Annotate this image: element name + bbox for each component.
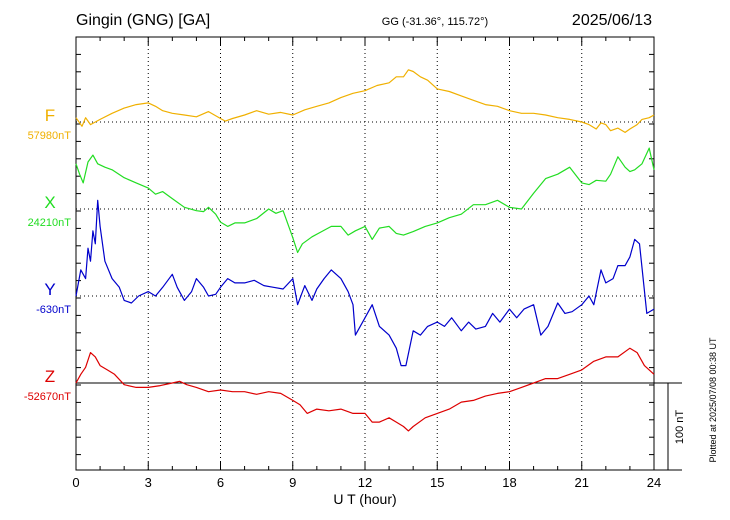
series-name-f: F — [45, 106, 55, 125]
scale-bar: 100 nT — [654, 382, 686, 471]
series-line-x — [75, 147, 655, 254]
x-tick-label: 12 — [358, 475, 372, 490]
axis-ticks — [75, 36, 655, 470]
x-tick-label: 15 — [430, 475, 444, 490]
x-tick-label: 3 — [145, 475, 152, 490]
x-axis-label: U T (hour) — [333, 491, 396, 507]
x-tick-label: 18 — [502, 475, 516, 490]
scale-bar-label: 100 nT — [674, 410, 686, 445]
x-tick-label: 24 — [647, 475, 661, 490]
plotted-timestamp: Plotted at 2025/07/08 00:38 UT — [708, 337, 718, 463]
series-baseline-x: 24210nT — [28, 217, 72, 229]
series-baseline-z: -52670nT — [24, 391, 71, 403]
series-name-y: Y — [44, 280, 55, 299]
chart-date: 2025/06/13 — [572, 12, 652, 29]
series-group — [75, 69, 655, 432]
x-tick-label: 21 — [575, 475, 589, 490]
x-tick-labels: 0 3 6 9 12 15 18 21 24 — [72, 475, 661, 490]
series-labels: F 57980nT X 24210nT Y -630nT Z -52670nT — [24, 106, 71, 403]
series-baseline-f: 57980nT — [28, 130, 72, 142]
station-coords: GG (-31.36°, 115.72°) — [382, 16, 488, 28]
series-line-z — [75, 347, 655, 432]
x-tick-label: 9 — [289, 475, 296, 490]
series-baseline-y: -630nT — [36, 304, 71, 316]
series-name-z: Z — [45, 367, 55, 386]
series-name-x: X — [44, 193, 55, 212]
x-tick-label: 6 — [217, 475, 224, 490]
grid-lines — [76, 37, 654, 470]
series-line-f — [75, 69, 655, 133]
x-tick-label: 0 — [72, 475, 79, 490]
series-line-y — [75, 199, 655, 367]
station-title: Gingin (GNG) [GA] — [76, 12, 210, 29]
